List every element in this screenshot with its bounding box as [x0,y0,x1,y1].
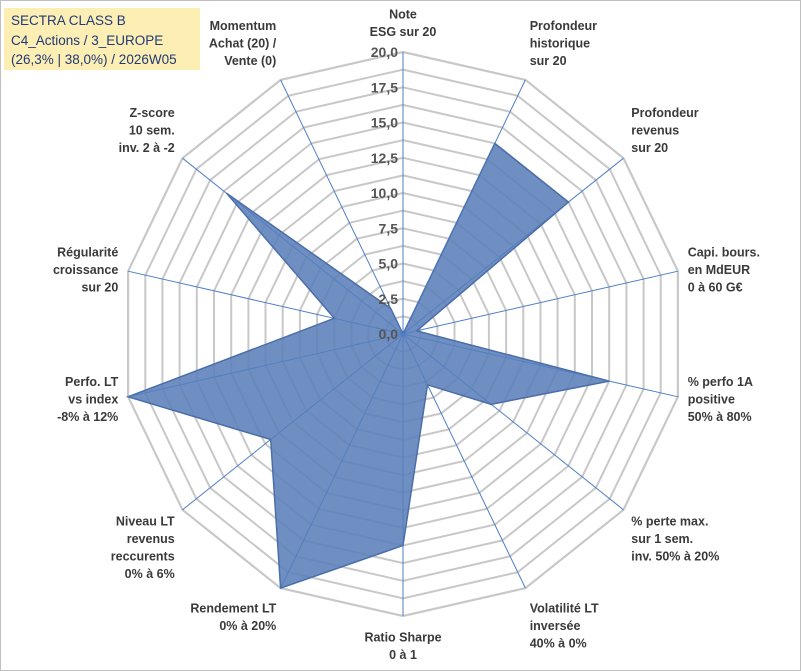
fund-category: C4_Actions / 3_EUROPE [11,31,200,51]
axis-label-line: 0% à 20% [219,619,276,633]
axis-label-line: 0 à 1 [389,648,417,662]
axis-label-line: inversée [530,619,581,633]
axis-label-line: Profondeur [631,106,698,120]
axis-label-perte-max: % perte max. sur 1 sem. inv. 50% à 20% [631,515,719,564]
axis-label-line: Niveau LT [116,515,175,529]
axis-label-line: vs index [68,393,118,407]
axis-label-line: ESG sur 20 [370,25,437,39]
axis-label-line: inv. 50% à 20% [631,550,719,564]
axis-label-line: revenus [631,123,679,137]
axis-label-line: 40% à 0% [530,637,587,651]
axis-label-volatilite-lt: Volatilité LT inversée 40% à 0% [530,602,599,651]
axis-label-line: 0% à 6% [125,567,175,581]
axis-label-niveau-lt-revenus: Niveau LT revenus reccurents 0% à 6% [111,515,175,582]
fund-stats: (26,3% | 38,0%) / 2026W05 [11,50,200,70]
fund-name: SECTRA CLASS B [11,11,200,31]
axis-label-line: historique [530,36,590,50]
tick-label: 10,0 [371,185,398,201]
axis-label-profondeur-historique: Profondeur historique sur 20 [530,19,597,68]
axis-label-line: Perfo. LT [65,375,119,389]
axis-label-line: Achat (20) / [209,36,277,50]
tick-label: 12,5 [371,150,398,166]
axis-label-line: 10 sem. [129,123,175,137]
fund-info-box: SECTRA CLASS B C4_Actions / 3_EUROPE (26… [4,8,200,70]
axis-label-line: Régularité [57,245,118,259]
axis-label-line: Vente (0) [224,54,276,68]
axis-label-line: Profondeur [530,19,597,33]
axis-label-line: en MdEUR [688,263,751,277]
axis-label-line: sur 1 sem. [631,532,693,546]
axis-label-line: Rendement LT [190,602,276,616]
axis-label-line: % perfo 1A [688,375,753,389]
axis-label-line: 50% à 80% [688,410,752,424]
data-series-area [128,143,609,588]
tick-label: 15,0 [371,115,398,131]
axis-label-regularite-croissance: Régularité croissance sur 20 [53,245,118,294]
axis-label-rendement-lt: Rendement LT 0% à 20% [190,602,276,634]
axis-label-line: croissance [53,263,118,277]
axis-label-line: -8% à 12% [57,410,118,424]
radar-data-layer [128,143,609,588]
tick-label: 5,0 [379,256,399,272]
axis-label-momentum: Momentum Achat (20) / Vente (0) [209,19,277,68]
axis-label-line: sur 20 [81,280,118,294]
axis-label-line: % perte max. [631,515,708,529]
axis-label-line: Momentum [210,19,277,33]
axis-label-line: Capi. bours. [688,245,760,259]
axis-label-line: positive [688,393,735,407]
axis-label-line: 0 à 60 G€ [688,280,743,294]
tick-label: 0,0 [379,326,399,342]
axis-label-line: inv. 2 à -2 [119,141,175,155]
axis-label-line: sur 20 [631,141,668,155]
axis-label-line: Note [389,8,417,22]
radar-chart: 0,0 2,5 5,0 7,5 10,0 12,5 15,0 17,5 20,0 Note ESG… [0,0,801,671]
axis-label-perfo-lt-vs-index: Perfo. LT vs index -8% à 12% [57,375,119,424]
axis-label-line: reccurents [111,550,175,564]
axis-label-note-esg: Note ESG sur 20 [370,8,437,40]
tick-label: 20,0 [371,44,398,60]
axis-label-line: Ratio Sharpe [364,631,441,645]
axis-label-profondeur-revenus: Profondeur revenus sur 20 [631,106,698,155]
tick-label: 7,5 [379,220,399,236]
axis-label-line: revenus [127,532,175,546]
axis-label-z-score: Z-score 10 sem. inv. 2 à -2 [119,106,175,155]
tick-label: 17,5 [371,79,398,95]
data-spoke-z-score [227,193,403,334]
axis-label-line: sur 20 [530,54,567,68]
axis-label-perfo-1a-positive: % perfo 1A positive 50% à 80% [688,375,753,424]
axis-label-line: Volatilité LT [530,602,599,616]
axis-label-capi-bours: Capi. bours. en MdEUR 0 à 60 G€ [688,245,760,294]
axis-label-ratio-sharpe: Ratio Sharpe 0 à 1 [364,631,441,663]
tick-label: 2,5 [379,291,399,307]
axis-label-line: Z-score [130,106,175,120]
